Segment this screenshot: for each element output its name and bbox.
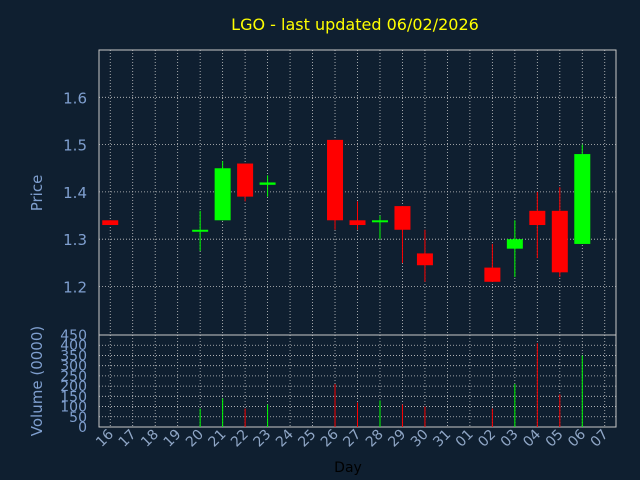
volume-tick-label: 0 xyxy=(78,420,87,436)
day-tick-label: 19 xyxy=(161,427,185,451)
price-axis-label: Price xyxy=(28,175,46,212)
day-tick-label: 18 xyxy=(138,427,162,451)
day-tick-label: 17 xyxy=(116,427,140,451)
day-tick-label: 23 xyxy=(250,427,274,451)
day-tick-label: 25 xyxy=(295,427,319,451)
day-tick-label: 16 xyxy=(93,426,117,450)
candle-body xyxy=(192,229,209,232)
chart-panels xyxy=(98,49,617,428)
chart-title: LGO - last updated 06/02/2026 xyxy=(231,15,479,34)
day-tick-label: 03 xyxy=(498,427,522,451)
price-tick-label: 1.5 xyxy=(63,137,87,155)
candle-body xyxy=(506,239,523,249)
day-tick-label: 27 xyxy=(340,427,364,451)
candle-body xyxy=(574,154,591,244)
price-tick-label: 1.6 xyxy=(63,89,87,107)
day-tick-label: 04 xyxy=(520,426,544,450)
candle-body xyxy=(484,267,501,282)
day-tick-label: 29 xyxy=(385,427,409,451)
candle-body xyxy=(529,210,546,226)
candle-body xyxy=(551,210,568,273)
day-tick-label: 01 xyxy=(453,427,477,451)
volume-tick-label: 100 xyxy=(60,400,87,416)
day-tick-label: 31 xyxy=(430,427,454,451)
price-tick-label: 1.3 xyxy=(63,231,87,249)
candle-body xyxy=(237,163,254,197)
day-tick-label: 02 xyxy=(475,427,499,451)
volume-tick-label: 350 xyxy=(60,348,87,364)
volume-tick-label: 400 xyxy=(60,338,87,354)
volume-tick-label: 250 xyxy=(60,369,87,385)
day-tick-label: 30 xyxy=(408,427,432,451)
price-candles xyxy=(102,139,591,282)
volume-tick-label: 450 xyxy=(60,328,87,344)
day-tick-label: 07 xyxy=(588,427,612,451)
day-tick-label: 05 xyxy=(543,427,567,451)
candle-body xyxy=(102,220,119,226)
volume-tick-label: 300 xyxy=(60,359,87,375)
day-tick-label: 06 xyxy=(565,426,589,450)
candle-body xyxy=(394,206,411,230)
day-tick-label: 24 xyxy=(273,426,297,450)
volume-tick-label: 200 xyxy=(60,379,87,395)
candle-body xyxy=(416,253,433,266)
candle-body xyxy=(259,182,276,185)
candle-body xyxy=(214,168,231,221)
day-tick-label: 22 xyxy=(228,427,252,451)
x-axis-label: Day xyxy=(334,460,362,476)
price-tick-label: 1.2 xyxy=(63,279,87,297)
volume-bars xyxy=(199,343,583,427)
price-tick-label: 1.4 xyxy=(63,184,87,202)
candle-body xyxy=(349,220,366,226)
day-tick-label: 28 xyxy=(363,427,387,451)
candle-body xyxy=(327,139,344,221)
candle-body xyxy=(371,220,388,223)
volume-axis-label: Volume (0000) xyxy=(28,326,46,436)
volume-tick-label: 150 xyxy=(60,389,87,405)
day-tick-label: 21 xyxy=(206,427,230,451)
day-tick-label: 26 xyxy=(318,426,342,450)
day-tick-label: 20 xyxy=(183,427,207,451)
volume-tick-label: 50 xyxy=(69,410,87,426)
